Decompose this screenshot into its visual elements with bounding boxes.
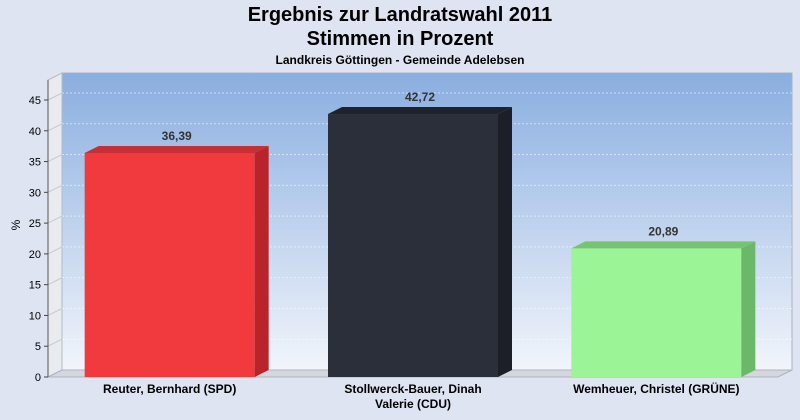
gridline-side — [47, 307, 63, 316]
gridline-side — [47, 215, 63, 224]
y-tick-label: 15 — [29, 280, 41, 292]
y-tick-label: 40 — [29, 126, 41, 138]
category-label: Reuter, Bernhard (SPD) — [103, 382, 236, 396]
bar-value-label: 20,89 — [648, 224, 678, 238]
gridline-side — [47, 92, 63, 101]
bar — [328, 114, 498, 377]
gridline-side — [47, 123, 63, 132]
bar-top — [571, 241, 756, 249]
y-tick-label: 10 — [29, 310, 41, 322]
y-axis-title: % — [9, 219, 23, 230]
y-tick-label: 20 — [29, 249, 41, 261]
bar — [571, 248, 742, 377]
bar-top — [84, 145, 269, 153]
bar-value-label: 36,39 — [162, 129, 192, 143]
bar-top — [328, 107, 512, 115]
chart-title: Ergebnis zur Landratswahl 2011 Stimmen i… — [0, 3, 800, 51]
gridline-side — [47, 277, 63, 286]
chart-title-line-1: Ergebnis zur Landratswahl 2011 — [247, 4, 553, 26]
plot-side-wall — [47, 72, 63, 378]
y-tick-label: 35 — [29, 157, 41, 169]
category-label: Wemheuer, Christel (GRÜNE) — [573, 381, 739, 396]
y-tick-label: 25 — [29, 218, 41, 230]
chart-subtitle: Landkreis Göttingen - Gemeinde Adelebsen — [275, 53, 525, 67]
bar-side — [741, 241, 756, 377]
gridline-side — [47, 154, 63, 163]
gridline-side — [47, 338, 63, 347]
y-tick-label: 5 — [35, 341, 41, 353]
chart-title-line-2: Stimmen in Prozent — [306, 28, 494, 50]
bar-value-label: 42,72 — [405, 90, 435, 104]
y-tick-label: 0 — [35, 372, 41, 384]
bar-side — [254, 145, 269, 377]
y-tick-label: 30 — [29, 187, 41, 199]
gridline-side — [47, 246, 63, 255]
bar — [84, 152, 255, 377]
category-label: Valerie (CDU) — [375, 397, 451, 411]
y-tick-label: 45 — [29, 95, 41, 107]
category-label: Stollwerck-Bauer, Dinah — [344, 382, 481, 396]
bar-side — [498, 107, 512, 377]
gridline-side — [47, 184, 63, 193]
